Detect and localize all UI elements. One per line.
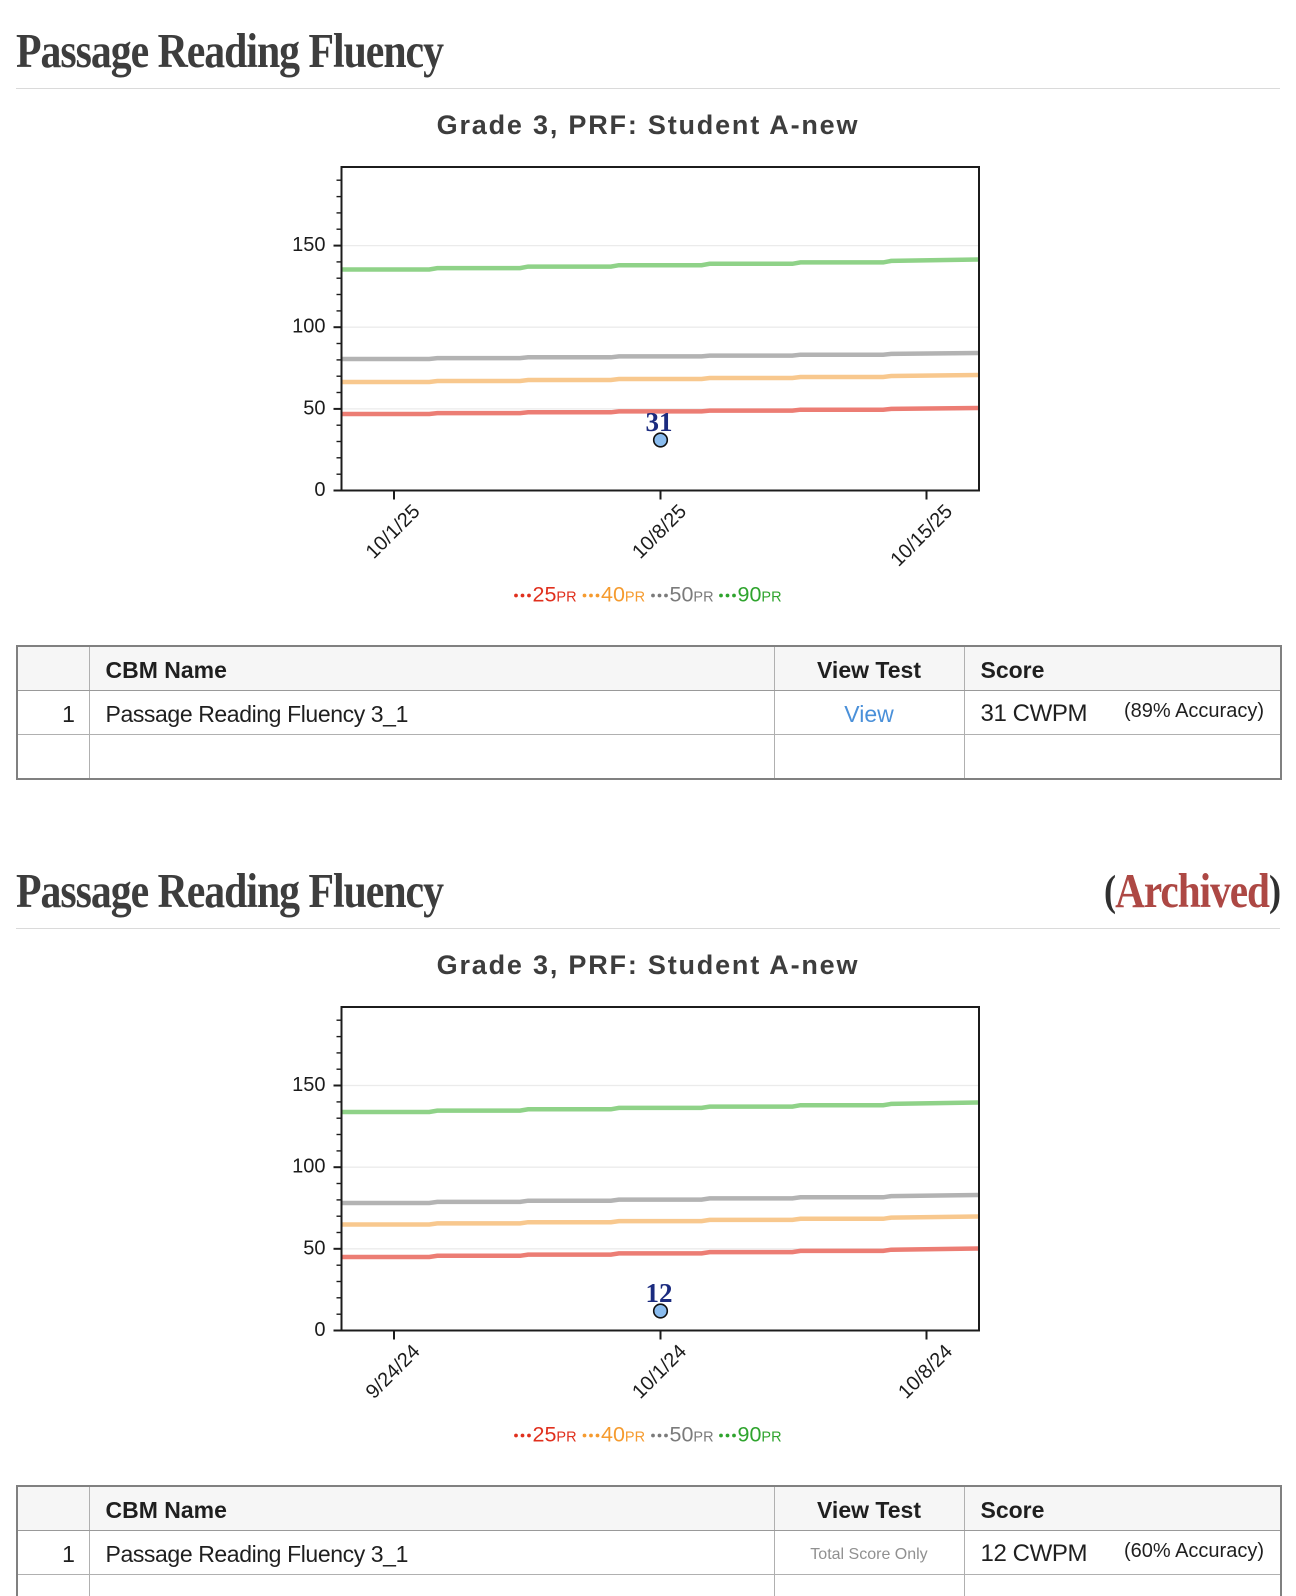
svg-text:10/8/25: 10/8/25 <box>628 500 691 563</box>
svg-text:100: 100 <box>292 1156 325 1178</box>
svg-text:Grade 3, PRF: Student A-new: Grade 3, PRF: Student A-new <box>437 950 860 980</box>
svg-text:0: 0 <box>314 1319 325 1341</box>
svg-text:10/15/25: 10/15/25 <box>886 500 957 571</box>
svg-text:50PR: 50PR <box>670 583 714 607</box>
svg-text:25PR: 25PR <box>533 1423 577 1447</box>
svg-text:31: 31 <box>646 407 673 437</box>
svg-text:Grade 3, PRF: Student A-new: Grade 3, PRF: Student A-new <box>437 110 860 140</box>
svg-text:50: 50 <box>303 1237 325 1259</box>
svg-text:12: 12 <box>646 1278 673 1308</box>
svg-text:150: 150 <box>292 1074 325 1096</box>
svg-text:100: 100 <box>292 316 325 338</box>
svg-text:90PR: 90PR <box>738 1423 782 1447</box>
svg-text:10/8/24: 10/8/24 <box>894 1340 957 1403</box>
svg-text:40PR: 40PR <box>601 1423 645 1447</box>
svg-text:10/1/25: 10/1/25 <box>362 500 425 563</box>
svg-text:40PR: 40PR <box>601 583 645 607</box>
svg-text:50PR: 50PR <box>670 1423 714 1447</box>
svg-text:9/24/24: 9/24/24 <box>362 1340 425 1403</box>
svg-text:90PR: 90PR <box>738 583 782 607</box>
svg-text:150: 150 <box>292 234 325 256</box>
svg-text:25PR: 25PR <box>533 583 577 607</box>
svg-text:50: 50 <box>303 397 325 419</box>
svg-text:0: 0 <box>314 479 325 501</box>
svg-text:10/1/24: 10/1/24 <box>628 1340 691 1403</box>
